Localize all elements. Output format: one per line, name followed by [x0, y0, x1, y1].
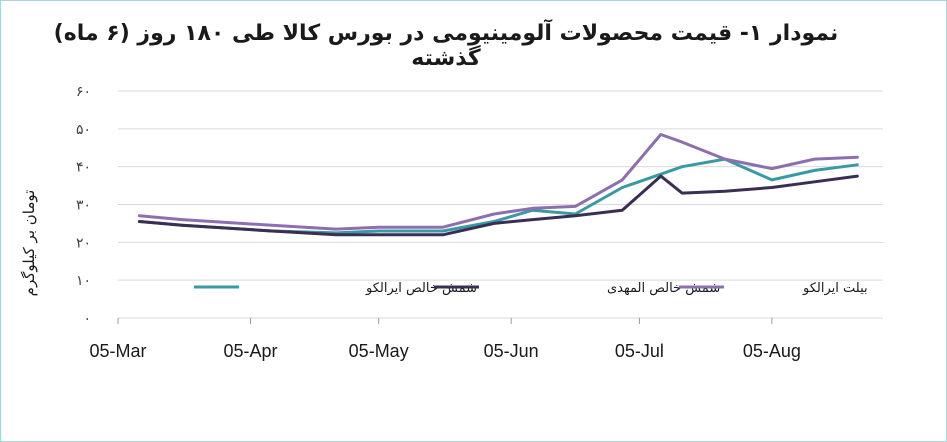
- y-tick-label: ۶۰: [76, 83, 91, 99]
- series-line-3: [137, 133, 859, 231]
- y-tick-label: ۰: [83, 310, 91, 326]
- legend: شمش خالص ایرالکو شمش خالص المهدی بیلت ایرا…: [194, 281, 868, 296]
- y-axis-ticks: ۰ ۱۰ ۲۰ ۳۰ ۴۰ ۵۰ ۶۰: [76, 83, 91, 326]
- legend-label: شمش خالص المهدی: [607, 281, 720, 296]
- series-line-2: [137, 174, 859, 237]
- y-tick-label: ۳۰: [76, 197, 91, 213]
- y-tick-label: ۲۰: [76, 234, 91, 250]
- y-tick-label: ۵۰: [76, 121, 91, 137]
- legend-label: بیلت ایرالکو: [802, 281, 868, 296]
- y-axis-label: تومان بر کیلوگرم: [20, 190, 38, 297]
- x-tick-label: 05-Mar: [89, 341, 146, 361]
- x-tick-label: 05-May: [349, 341, 409, 361]
- grid-lines: [118, 90, 883, 319]
- x-axis-ticks: 05-Mar 05-Apr 05-May 05-Jun 05-Jul 05-Aug: [89, 318, 801, 361]
- series-lines: [137, 133, 859, 237]
- y-tick-label: ۴۰: [76, 159, 91, 175]
- x-tick-label: 05-Jul: [615, 341, 664, 361]
- x-tick-label: 05-Aug: [743, 341, 801, 361]
- chart-title: نمودار ۱- قیمت محصولات آلومینیومی در بور…: [53, 21, 839, 71]
- y-tick-label: ۱۰: [76, 272, 91, 288]
- x-tick-label: 05-Apr: [223, 341, 277, 361]
- x-tick-label: 05-Jun: [484, 341, 539, 361]
- legend-label: شمش خالص ایرالکو: [365, 281, 477, 296]
